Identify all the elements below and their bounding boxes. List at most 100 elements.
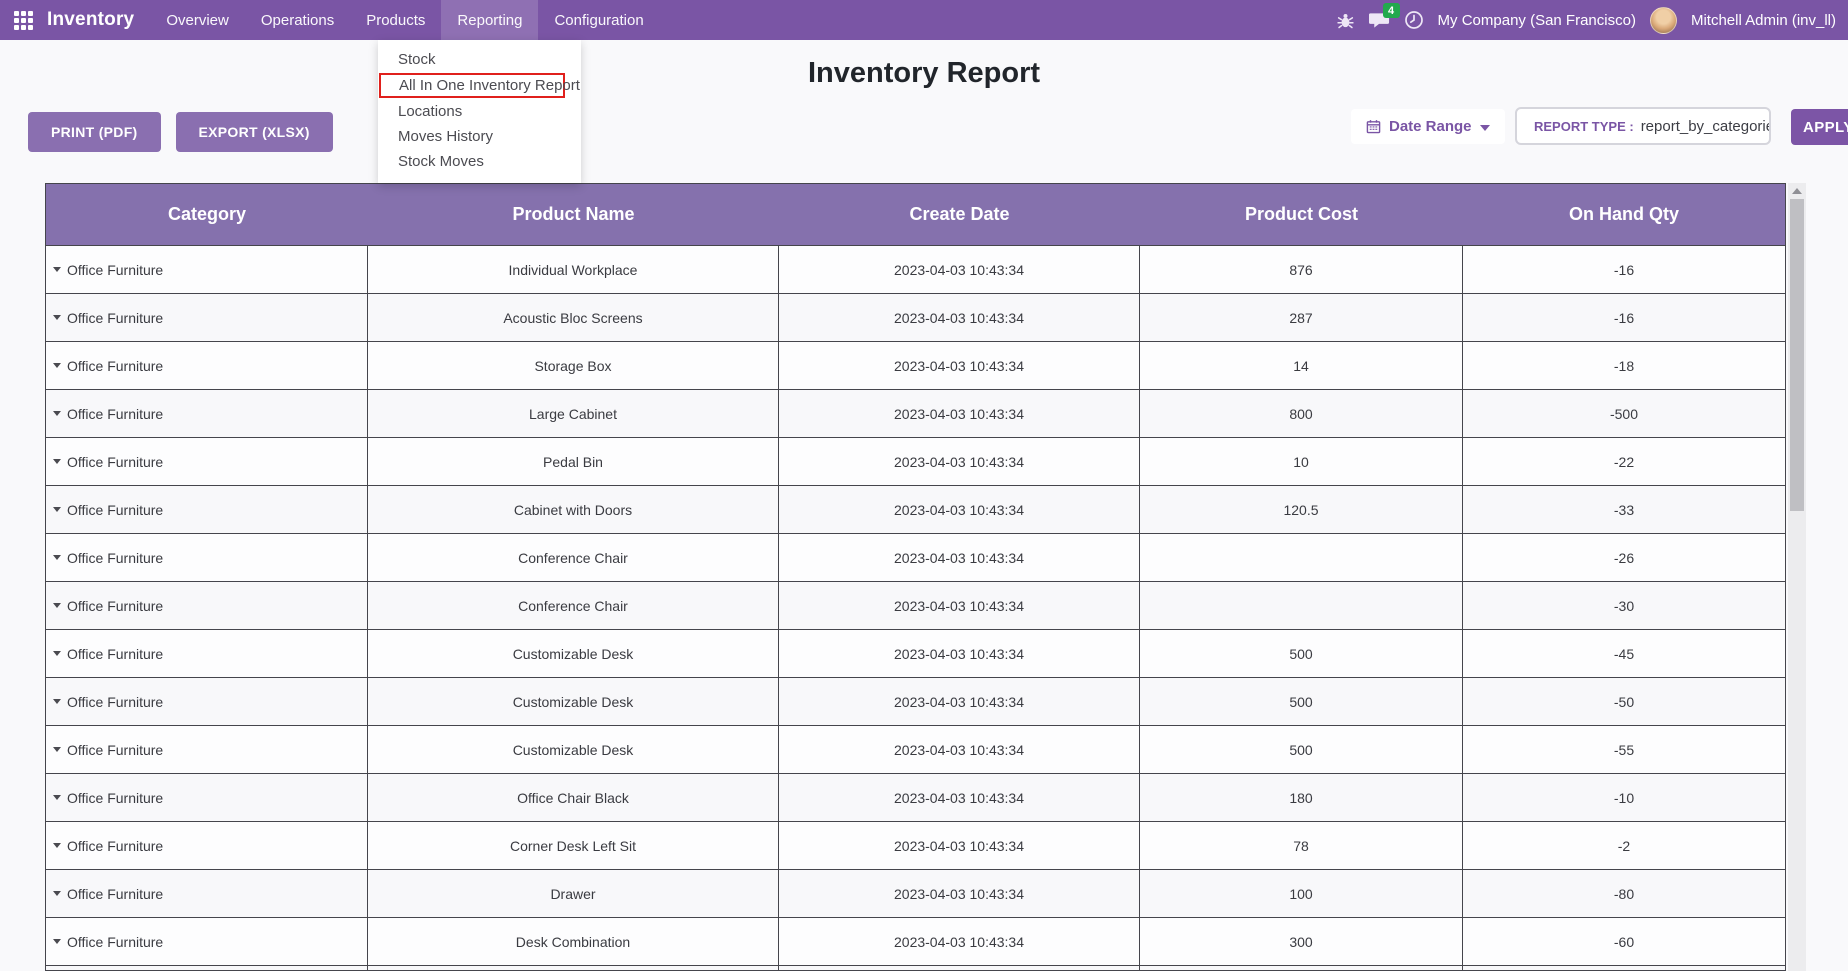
product-cost-cell: 287 [1140,294,1463,341]
category-cell[interactable]: Office Furniture [46,774,368,821]
category-cell[interactable]: Office Furniture [46,870,368,917]
export-xlsx-button[interactable]: EXPORT (XLSX) [175,112,333,152]
create-date-cell: 2023-04-03 10:43:34 [779,678,1140,725]
product-cost-cell: 800 [1140,390,1463,437]
product-cost-cell: 14 [1140,342,1463,389]
report-type-filter[interactable]: REPORT TYPE : report_by_categories [1515,107,1771,145]
reporting-dropdown-menu: Stock All In One Inventory Report Locati… [378,40,581,183]
product-name-cell: Cabinet with Doors [368,486,779,533]
caret-down-icon [53,459,61,464]
caret-down-icon [53,939,61,944]
product-name-cell: Drawer [368,870,779,917]
report-type-label: REPORT TYPE : [1534,118,1634,134]
create-date-cell: 2023-04-03 10:43:34 [779,822,1140,869]
product-cost-cell: 10 [1140,438,1463,485]
category-label: Office Furniture [67,885,164,902]
product-name-cell: Customizable Desk [368,726,779,773]
partial-next-row [46,966,1785,970]
category-label: Office Furniture [67,693,164,710]
product-name-cell: Corner Desk Left Sit [368,822,779,869]
category-cell[interactable]: Office Furniture [46,582,368,629]
product-name-cell: Customizable Desk [368,678,779,725]
product-name-cell: Conference Chair [368,582,779,629]
category-cell[interactable]: Office Furniture [46,630,368,677]
product-name-cell: Individual Workplace [368,246,779,293]
on-hand-qty-cell: -10 [1613,789,1635,806]
dropdown-menu-item[interactable]: Stock [398,51,436,68]
caret-down-icon [53,651,61,656]
category-label: Office Furniture [67,933,164,950]
table-row: Office Furniture Drawer 2023-04-03 10:43… [46,870,1785,918]
table-scrollbar[interactable] [1788,183,1806,971]
category-cell[interactable]: Office Furniture [46,294,368,341]
product-name-cell: Storage Box [368,342,779,389]
column-header: Category [167,204,247,224]
main-menu: Overview Operations Products Reporting C… [150,0,659,40]
table-header-row: Category Product Name Create Date Produc… [46,184,1785,246]
dropdown-menu-item[interactable]: Stock Moves [398,153,484,170]
table-row: Office Furniture Large Cabinet 2023-04-0… [46,390,1785,438]
nav-menu-item[interactable]: Reporting [441,0,539,40]
table-row: Office Furniture Conference Chair 2023-0… [46,582,1785,630]
category-label: Office Furniture [67,261,164,278]
category-label: Office Furniture [67,741,164,758]
on-hand-qty-cell: -2 [1617,837,1631,854]
product-cost-cell: 180 [1140,774,1463,821]
user-avatar[interactable] [1649,6,1677,34]
category-cell[interactable]: Office Furniture [46,822,368,869]
product-cost-cell: 500 [1140,678,1463,725]
category-cell[interactable]: Office Furniture [46,390,368,437]
product-name-cell: Office Chair Black [368,774,779,821]
apply-button[interactable]: APPLY [1791,109,1848,145]
activities-clock-icon[interactable] [1404,10,1424,30]
create-date-cell: 2023-04-03 10:43:34 [779,870,1140,917]
bug-icon[interactable] [1336,11,1355,30]
category-cell[interactable]: Office Furniture [46,342,368,389]
caret-down-icon [53,267,61,272]
category-cell[interactable]: Office Furniture [46,726,368,773]
dropdown-menu-item[interactable]: Locations [398,103,463,120]
category-label: Office Furniture [67,597,164,614]
category-cell[interactable]: Office Furniture [46,678,368,725]
table-row: Office Furniture Customizable Desk 2023-… [46,630,1785,678]
nav-menu-item[interactable]: Configuration [554,11,644,29]
category-cell[interactable]: Office Furniture [46,438,368,485]
apps-menu-icon[interactable] [14,10,33,30]
app-name[interactable]: Inventory [47,9,135,30]
scrollbar-thumb[interactable] [1790,199,1804,511]
nav-menu-item[interactable]: Operations [260,11,335,29]
date-range-dropdown[interactable]: Date Range [1351,109,1505,144]
nav-menu-item[interactable]: Overview [166,11,229,29]
create-date-cell: 2023-04-03 10:43:34 [779,918,1140,965]
message-count-badge: 4 [1382,3,1400,18]
product-cost-cell [1140,534,1463,581]
category-cell[interactable]: Office Furniture [46,918,368,965]
category-label: Office Furniture [67,789,164,806]
category-cell[interactable]: Office Furniture [46,534,368,581]
product-cost-cell: 78 [1140,822,1463,869]
table-row: Office Furniture Storage Box 2023-04-03 … [46,342,1785,390]
print-pdf-button[interactable]: PRINT (PDF) [28,112,161,152]
scroll-up-arrow-icon[interactable] [1788,183,1806,199]
caret-down-icon [53,747,61,752]
category-cell[interactable]: Office Furniture [46,246,368,293]
column-header: Product Cost [1244,204,1358,224]
on-hand-qty-cell: -30 [1613,597,1635,614]
on-hand-qty-cell: -80 [1613,885,1635,902]
dropdown-menu-item[interactable]: Moves History [398,128,494,145]
navbar-left: Inventory Overview Operations Products R… [0,0,660,40]
messages-icon[interactable]: 4 [1368,3,1400,30]
caret-down-icon [53,507,61,512]
category-cell[interactable]: Office Furniture [46,486,368,533]
on-hand-qty-cell: -16 [1613,309,1635,326]
create-date-cell: 2023-04-03 10:43:34 [779,390,1140,437]
dropdown-menu-item[interactable]: All In One Inventory Report [379,73,580,98]
category-label: Office Furniture [67,549,164,566]
product-name-cell: Desk Combination [368,918,779,965]
table-row: Office Furniture Acoustic Bloc Screens 2… [46,294,1785,342]
nav-menu-item[interactable]: Products [366,11,426,29]
user-menu[interactable]: Mitchell Admin (inv_ll) [1690,11,1836,29]
company-selector[interactable]: My Company (San Francisco) [1437,11,1636,29]
category-label: Office Furniture [67,309,164,326]
